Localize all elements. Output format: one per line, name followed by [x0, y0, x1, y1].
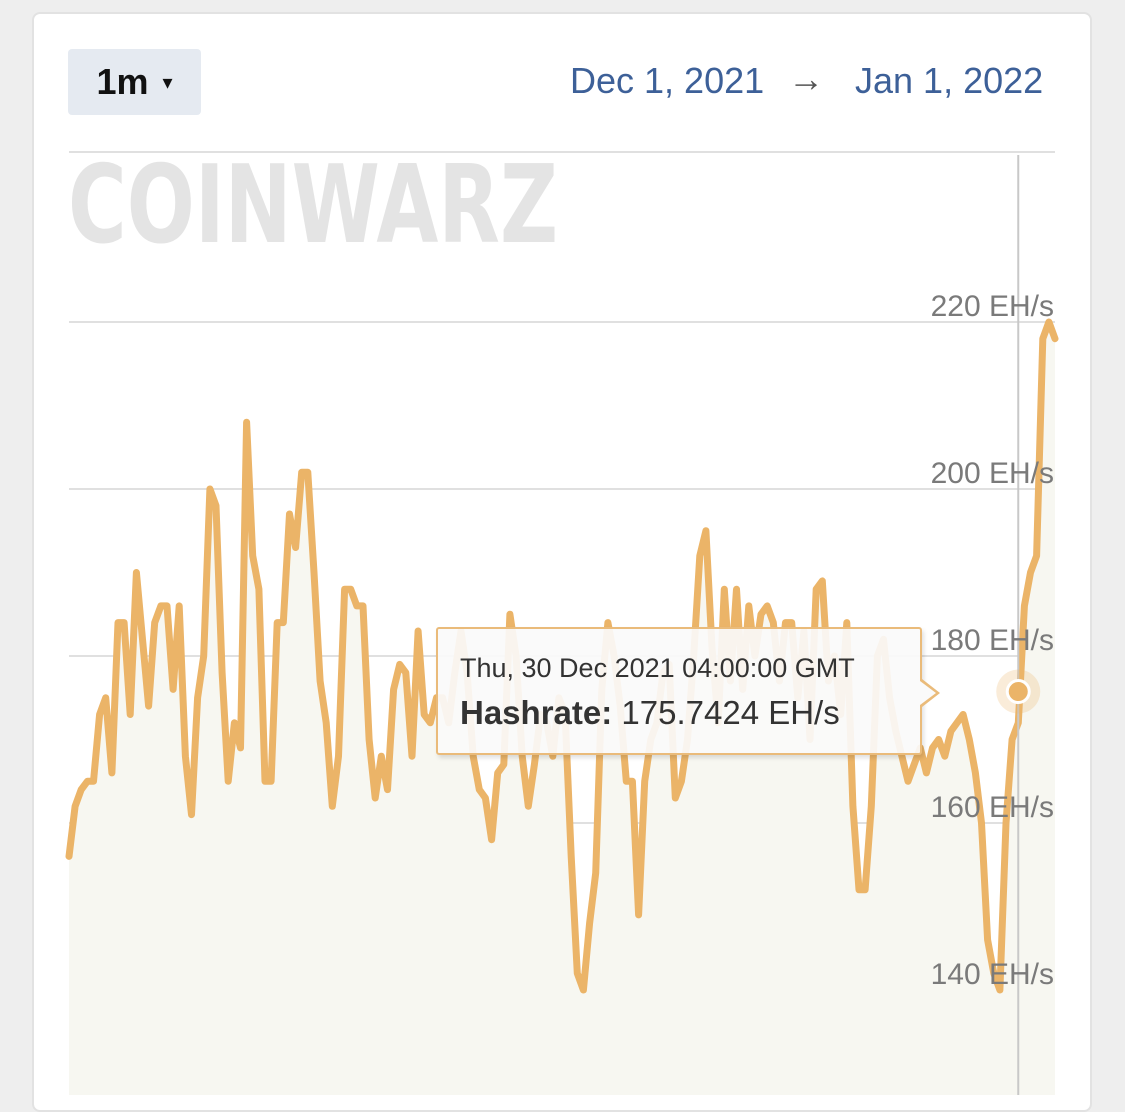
range-label: 1m [96, 61, 149, 102]
tooltip-value-line: Hashrate: 175.7424 EH/s [460, 694, 920, 732]
date-to-link[interactable]: Jan 1, 2022 [855, 60, 1044, 101]
tooltip-date: Thu, 30 Dec 2021 04:00:00 GMT [460, 653, 855, 683]
tooltip-label: Hashrate: [460, 694, 613, 731]
marker-point [1005, 679, 1031, 705]
arrow-right-icon: → [788, 58, 824, 99]
y-tick-label: 160 EH/s [931, 791, 1054, 824]
date-from-link[interactable]: Dec 1, 2021 [570, 60, 765, 101]
coinwarz-watermark-logo: COINWARZ [68, 143, 558, 268]
y-tick-label: 140 EH/s [931, 958, 1054, 991]
hover-marker [996, 669, 1041, 714]
y-axis-ticks: 140 EH/s 160 EH/s 180 EH/s 200 EH/s 220 EH/s [931, 290, 1054, 991]
chevron-down-icon: ▾ [162, 71, 173, 94]
y-tick-label: 220 EH/s [931, 290, 1054, 323]
y-tick-label: 180 EH/s [931, 624, 1054, 657]
y-tick-label: 200 EH/s [931, 457, 1054, 490]
svg-text:COINWARZ: COINWARZ [68, 143, 558, 268]
tooltip-value: 175.7424 EH/s [621, 694, 840, 731]
range-dropdown-button[interactable]: 1m ▾ [68, 49, 201, 115]
hashrate-tooltip: Thu, 30 Dec 2021 04:00:00 GMT Hashrate: … [436, 627, 940, 755]
